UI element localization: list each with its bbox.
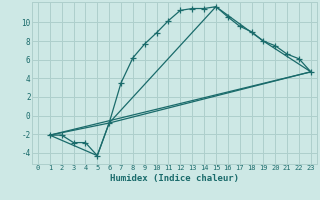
- X-axis label: Humidex (Indice chaleur): Humidex (Indice chaleur): [110, 174, 239, 183]
